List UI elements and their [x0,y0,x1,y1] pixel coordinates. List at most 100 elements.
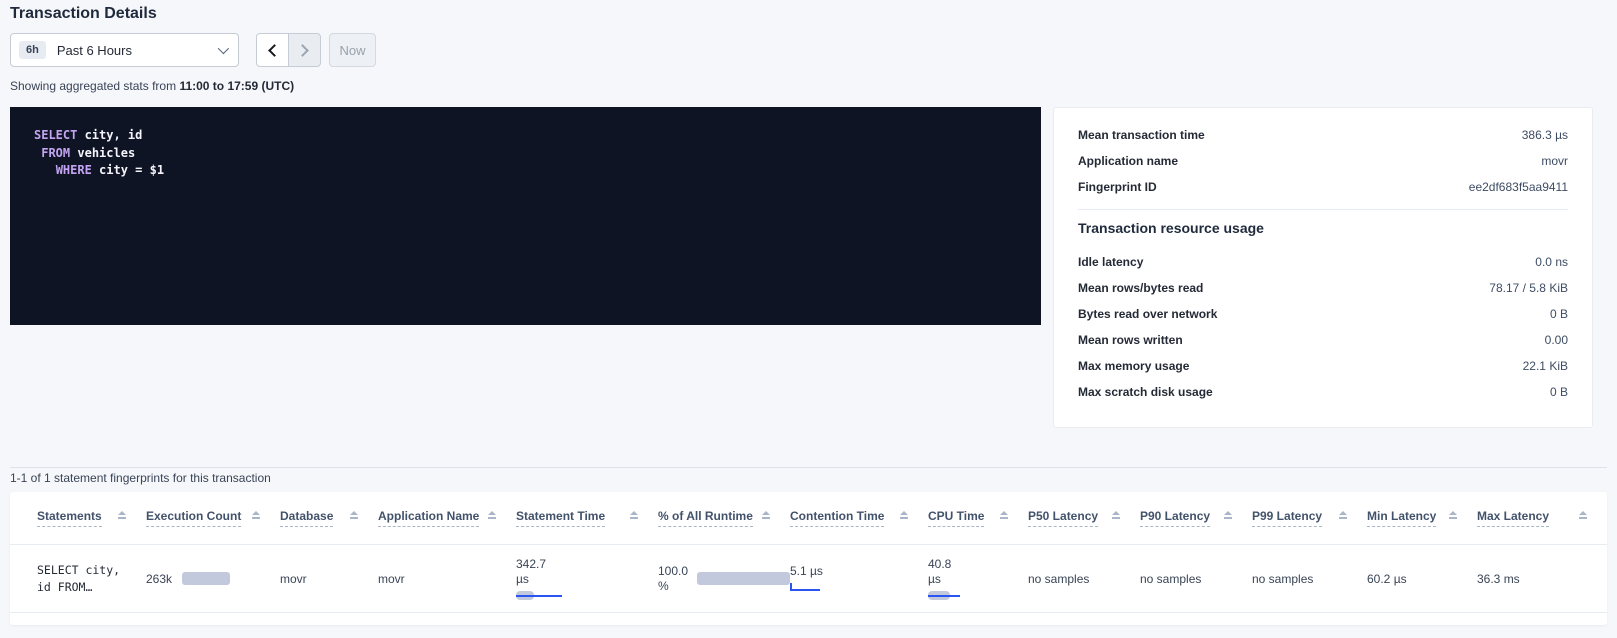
cpu-time-bar [928,590,988,601]
column-header-statements[interactable]: Statements [37,509,146,544]
resource-stat-row: Mean rows written 0.00 [1078,327,1568,353]
resource-stats: Idle latency 0.0 ns Mean rows/bytes read 78… [1078,249,1568,405]
next-time-button[interactable] [288,33,321,67]
database-cell: movr [280,571,307,586]
resource-stat-row: Bytes read over network 0 B [1078,301,1568,327]
execution-count-bar [182,572,231,585]
column-header-cpu-time[interactable]: CPU Time [928,509,1028,544]
contention-time-cell: 5.1 µs [790,564,928,593]
stat-label: Mean rows/bytes read [1078,281,1204,295]
sort-icon[interactable] [1449,509,1457,519]
stat-value: 22.1 KiB [1522,359,1568,373]
contention-time-bar [790,583,850,593]
column-header-p50-latency[interactable]: P50 Latency [1028,509,1140,544]
resource-stat-row: Idle latency 0.0 ns [1078,249,1568,275]
statement-count-caption: 1-1 of 1 statement fingerprints for this… [10,471,271,485]
stat-label: Fingerprint ID [1078,180,1157,194]
time-range-badge: 6h [19,41,46,59]
stat-value: 0.00 [1544,333,1568,347]
sort-icon[interactable] [1000,509,1008,519]
time-nav-group [256,33,321,67]
sort-icon[interactable] [350,509,358,519]
sort-icon[interactable] [762,509,770,519]
sort-icon[interactable] [488,509,496,519]
aggregation-range: 11:00 to 17:59 (UTC) [179,79,295,93]
table-header-row: Statements Execution Count Database Applica… [10,492,1607,545]
min-latency-cell: 60.2 µs [1367,571,1407,586]
stat-value: 0 B [1549,307,1568,321]
column-label: Statements [37,509,102,527]
panel-divider [1078,209,1568,210]
resource-usage-heading: Transaction resource usage [1078,220,1264,236]
max-latency-cell: 36.3 ms [1477,571,1520,586]
stat-value: 78.17 / 5.8 KiB [1489,281,1568,295]
column-header-p99-latency[interactable]: P99 Latency [1252,509,1367,544]
stat-label: Mean transaction time [1078,128,1205,142]
column-header-application-name[interactable]: Application Name [378,509,516,544]
page-title: Transaction Details [10,5,157,22]
column-label: CPU Time [928,509,985,527]
summary-stat-row: Mean transaction time 386.3 µs [1078,122,1568,148]
summary-stats: Mean transaction time 386.3 µs Application… [1078,122,1568,200]
column-label: Execution Count [146,509,242,527]
sort-icon[interactable] [252,509,260,519]
column-header-contention-time[interactable]: Contention Time [790,509,928,544]
now-button[interactable]: Now [329,33,376,67]
time-toolbar: 6h Past 6 Hours Now [10,33,376,67]
column-label: Database [280,509,334,527]
aggregation-subtitle: Showing aggregated stats from 11:00 to 1… [10,79,295,93]
column-label: P50 Latency [1028,509,1099,527]
runtime-pct-bar [697,572,790,585]
column-label: % of All Runtime [658,509,753,527]
stat-label: Mean rows written [1078,333,1183,347]
column-label: Contention Time [790,509,885,527]
sort-icon[interactable] [1112,509,1120,519]
prev-time-button[interactable] [256,33,289,67]
column-label: Statement Time [516,509,606,527]
stat-value: 0.0 ns [1535,255,1568,269]
column-label: Min Latency [1367,509,1437,527]
resource-stat-row: Max memory usage 22.1 KiB [1078,353,1568,379]
time-range-label: Past 6 Hours [56,42,132,58]
stat-value: 386.3 µs [1521,128,1568,142]
column-header-of-all-runtime[interactable]: % of All Runtime [658,509,790,544]
summary-stat-row: Fingerprint ID ee2df683f5aa9411 [1078,174,1568,200]
sort-icon[interactable] [900,509,908,519]
runtime-pct-cell: 100.0 % [658,564,790,594]
stat-label: Application name [1078,154,1179,168]
statement-time-bar [516,590,576,601]
sort-icon[interactable] [118,509,126,519]
time-range-dropdown[interactable]: 6h Past 6 Hours [10,33,239,67]
statement-time-cell: 342.7 µs [516,557,658,601]
column-header-statement-time[interactable]: Statement Time [516,509,658,544]
transaction-details-panel: Mean transaction time 386.3 µs Application… [1053,107,1593,428]
stat-label: Max scratch disk usage [1078,385,1213,399]
resource-stat-row: Mean rows/bytes read 78.17 / 5.8 KiB [1078,275,1568,301]
stat-value: ee2df683f5aa9411 [1468,180,1568,194]
sql-line: SELECT city, id [34,128,143,142]
stat-value: 0 B [1549,385,1568,399]
summary-stat-row: Application name movr [1078,148,1568,174]
sql-statement-box: SELECT city, id FROM vehicles WHERE city… [10,107,1041,325]
column-label: P99 Latency [1252,509,1323,527]
column-label: Max Latency [1477,509,1550,527]
column-header-database[interactable]: Database [280,509,378,544]
sort-icon[interactable] [1339,509,1347,519]
column-header-max-latency[interactable]: Max Latency [1477,509,1607,544]
p99-latency-cell: no samples [1252,571,1314,586]
sql-line: FROM vehicles [41,145,136,160]
chevron-left-icon [268,43,281,57]
sort-icon[interactable] [630,509,638,519]
column-header-execution-count[interactable]: Execution Count [146,509,280,544]
chevron-right-icon [296,43,309,57]
stat-label: Max memory usage [1078,359,1190,373]
section-divider [10,467,1607,468]
sort-icon[interactable] [1224,509,1232,519]
sort-icon[interactable] [1579,509,1587,519]
statement-link[interactable]: SELECT city, id FROM… [37,562,121,594]
application-name-cell: movr [378,571,405,586]
column-header-p90-latency[interactable]: P90 Latency [1140,509,1252,544]
sql-line: WHERE city = $1 [55,163,165,177]
column-header-min-latency[interactable]: Min Latency [1367,509,1477,544]
stat-label: Bytes read over network [1078,307,1218,321]
